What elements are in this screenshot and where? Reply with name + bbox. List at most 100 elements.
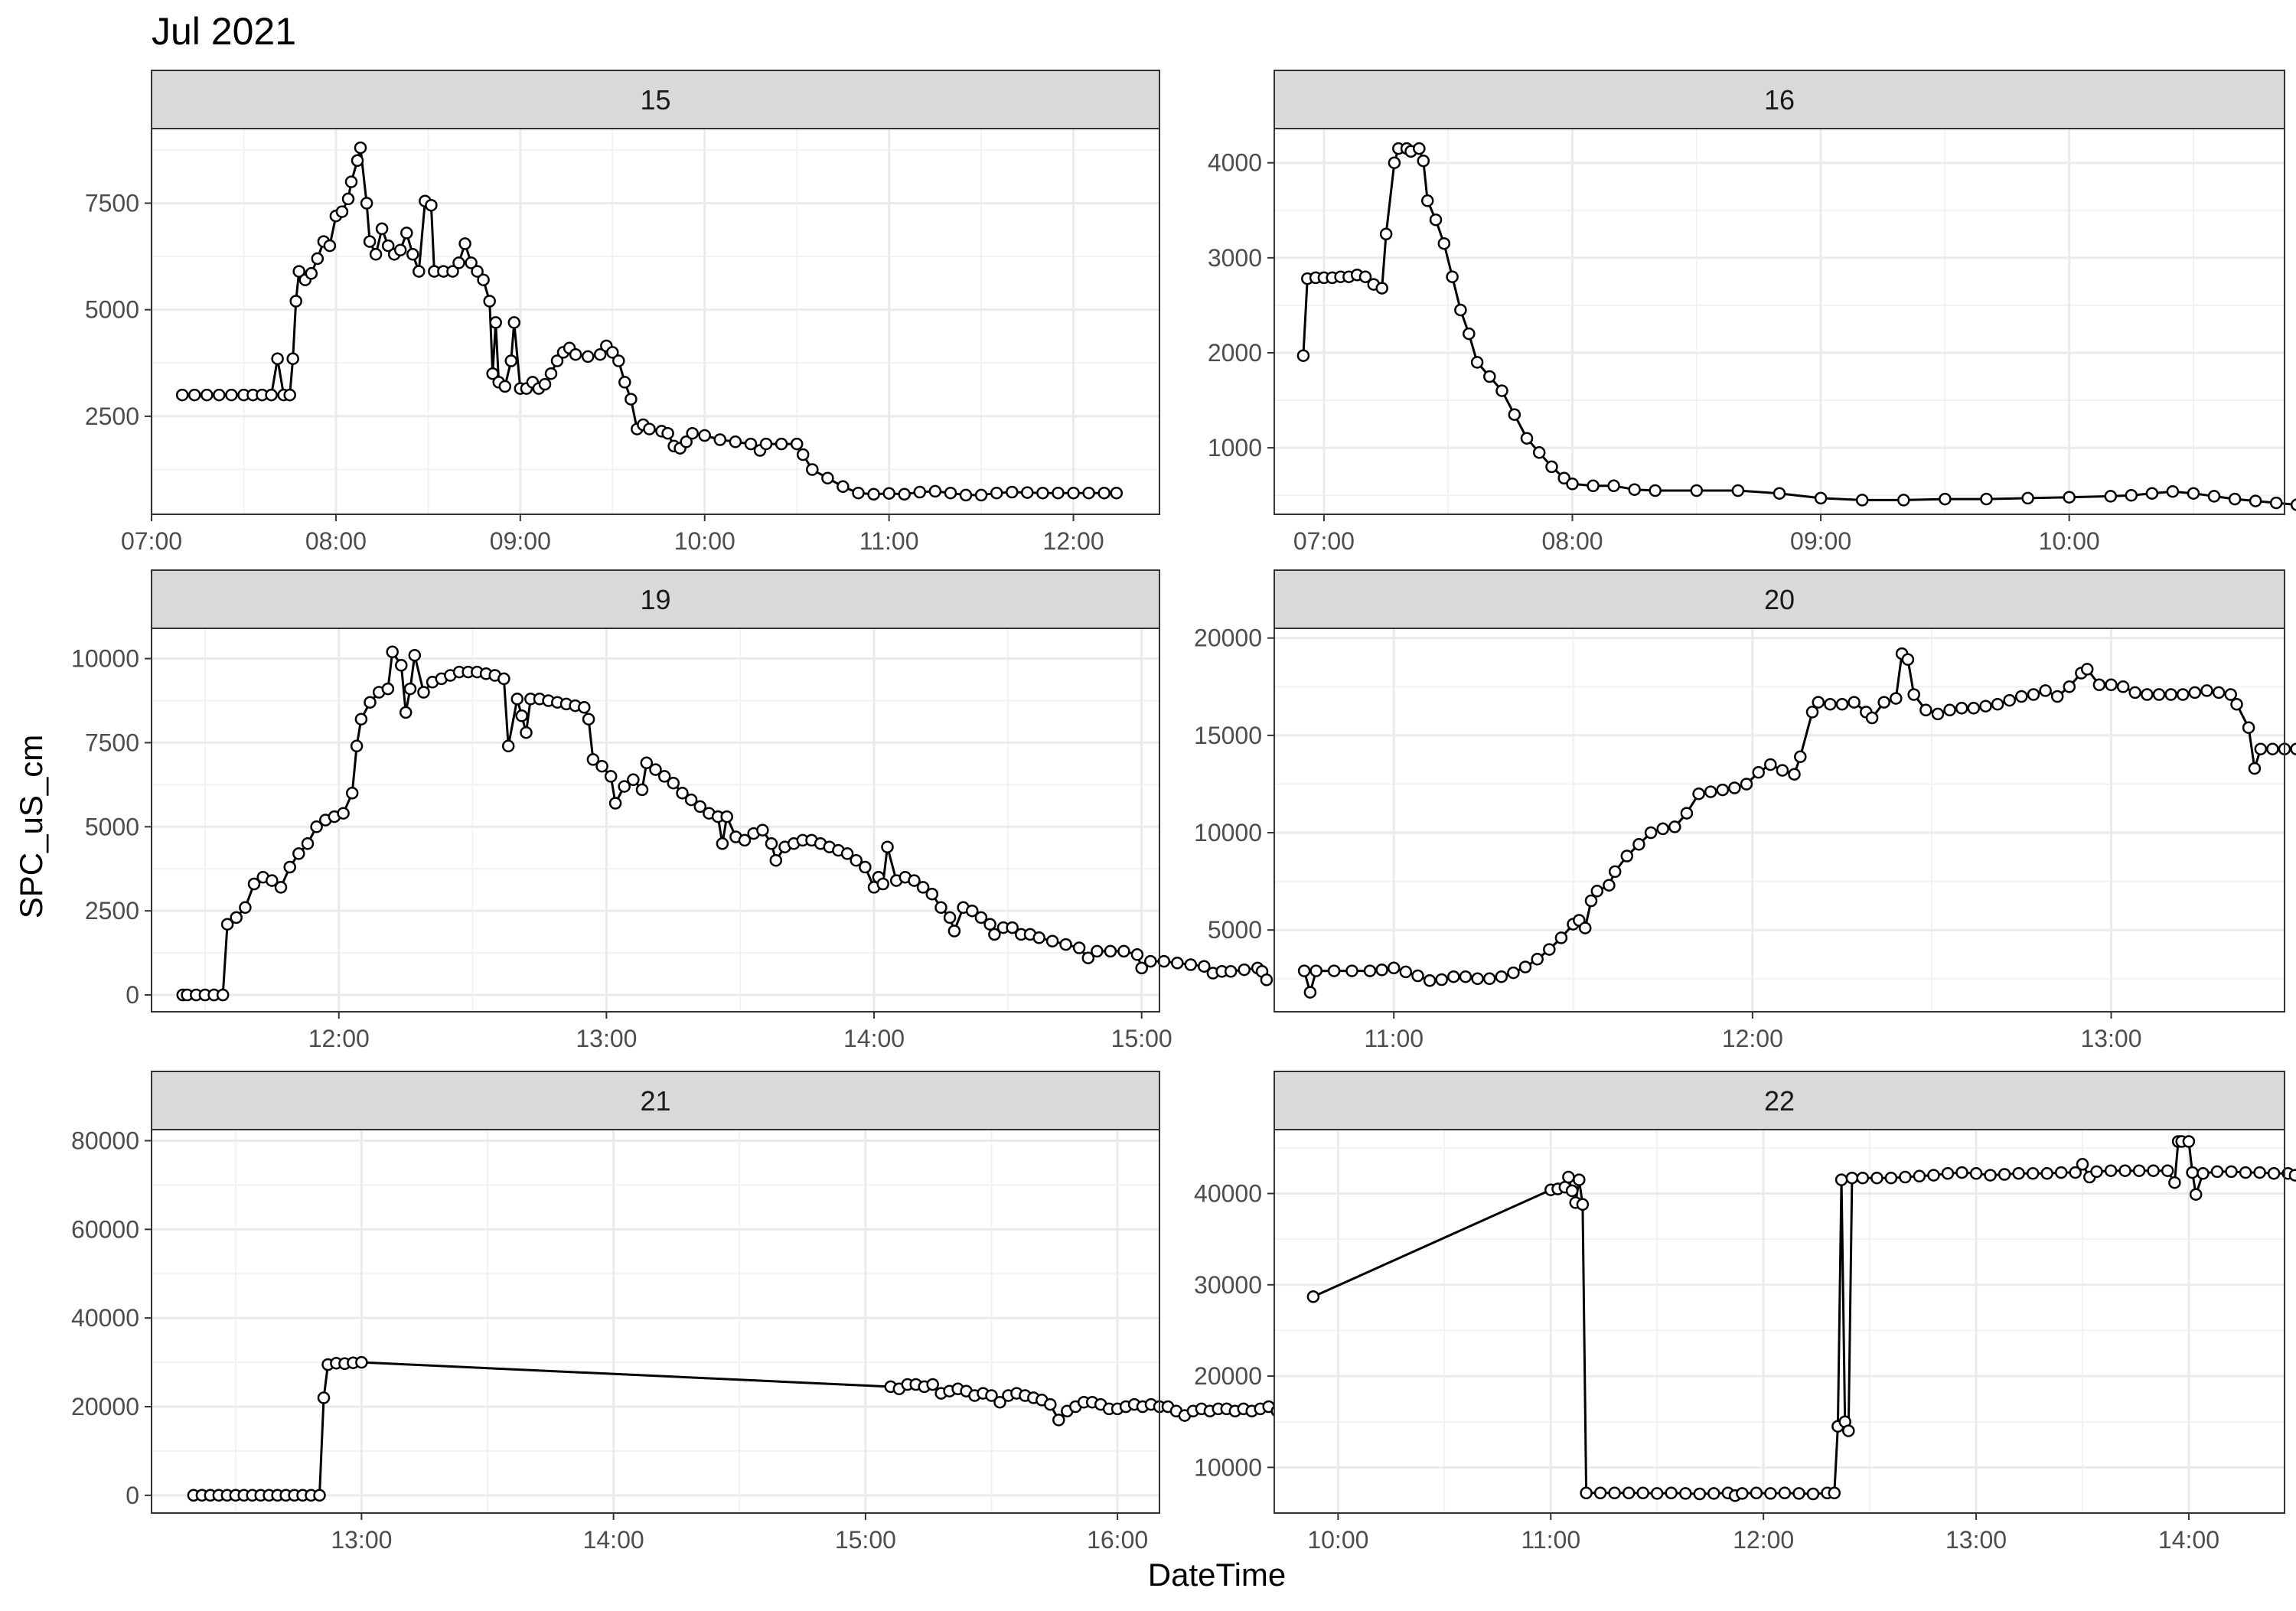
- data-point: [345, 787, 359, 800]
- data-point: [2026, 1167, 2040, 1180]
- data-point: [1603, 879, 1616, 892]
- facet-panel-21: 21 13:00 14:00 15:00 16:00 0 20000 40000 60000 80…: [71, 1071, 1737, 1554]
- data-point: [744, 437, 758, 451]
- data-point: [1649, 484, 1662, 497]
- facet-panel-16: 16 07:00 08:00 09:00 10:00 1000 2000 3000 4000: [1208, 70, 2296, 555]
- data-point: [1532, 446, 1546, 459]
- data-point: [2164, 688, 2177, 701]
- data-point: [286, 352, 299, 365]
- data-point: [399, 706, 413, 719]
- data-point: [1413, 142, 1426, 155]
- plot-background: [1274, 1130, 2285, 1513]
- facet-panel-19: 19 12:00 13:00 14:00 15:00 0 2500 5000 7500 10000: [71, 569, 1274, 1052]
- data-point: [2290, 742, 2296, 755]
- data-point: [2104, 490, 2118, 503]
- x-tick-label: 13:00: [2080, 1025, 2141, 1052]
- data-point: [1387, 961, 1401, 975]
- data-point: [239, 901, 252, 915]
- data-point: [993, 1395, 1006, 1409]
- data-point: [649, 763, 662, 776]
- data-point: [386, 645, 399, 659]
- panel-border: [1274, 628, 2285, 1013]
- data-point: [1806, 1487, 1820, 1501]
- data-point: [2069, 1166, 2082, 1179]
- data-point: [1411, 969, 1424, 983]
- data-point: [1135, 961, 1148, 975]
- data-point: [2147, 1164, 2160, 1177]
- data-point: [363, 235, 377, 248]
- data-point: [881, 840, 894, 853]
- data-point: [1707, 1487, 1720, 1500]
- data-point: [790, 437, 804, 451]
- data-point: [1890, 692, 1903, 705]
- data-point: [489, 316, 502, 329]
- data-point: [335, 205, 349, 218]
- x-tick-label: 08:00: [305, 527, 367, 555]
- data-point: [1668, 820, 1681, 833]
- data-point: [1435, 973, 1448, 986]
- data-point: [2200, 684, 2213, 697]
- data-point: [867, 488, 880, 501]
- data-point: [452, 256, 465, 269]
- facet-strip-label: 21: [640, 1085, 670, 1117]
- x-tick-label: 12:00: [1043, 527, 1104, 555]
- data-point: [323, 239, 337, 253]
- x-tick-label: 12:00: [308, 1025, 370, 1052]
- data-point: [1736, 1487, 1749, 1500]
- data-point: [1620, 850, 1634, 863]
- data-point: [1587, 479, 1600, 493]
- data-point: [625, 393, 638, 406]
- data-point: [985, 1389, 998, 1402]
- data-point: [720, 810, 733, 823]
- data-point: [959, 488, 973, 502]
- data-point: [1752, 765, 1765, 779]
- data-point: [1379, 227, 1393, 241]
- x-tick-label: 07:00: [121, 527, 182, 555]
- data-point: [2027, 688, 2040, 701]
- data-point: [1306, 1290, 1320, 1303]
- data-point: [1693, 1487, 1707, 1501]
- y-tick-label: 0: [126, 1482, 139, 1509]
- data-point: [247, 877, 261, 891]
- data-point: [313, 1489, 326, 1502]
- data-point: [990, 486, 1003, 500]
- data-point: [928, 484, 942, 498]
- y-tick-label: 20000: [71, 1393, 139, 1420]
- data-point: [406, 248, 419, 261]
- y-tick-label: 10000: [1194, 819, 1262, 846]
- data-point: [569, 347, 582, 361]
- data-point: [1778, 1486, 1792, 1500]
- data-point: [837, 480, 850, 494]
- data-point: [1036, 486, 1049, 500]
- data-point: [1454, 303, 1467, 317]
- data-point: [1097, 486, 1110, 500]
- data-point: [2141, 688, 2154, 701]
- data-point: [1072, 941, 1086, 954]
- y-tick-label: 7500: [85, 729, 139, 756]
- x-tick-label: 14:00: [2158, 1526, 2219, 1554]
- data-point: [1562, 1170, 1575, 1184]
- data-point: [840, 847, 854, 860]
- data-point: [2224, 688, 2237, 701]
- data-point: [2076, 1158, 2089, 1171]
- facet-strip: [151, 1071, 1160, 1130]
- x-tick-label: 08:00: [1541, 527, 1603, 555]
- data-point: [230, 911, 243, 925]
- data-point: [225, 388, 238, 402]
- y-tick-label: 2500: [85, 403, 139, 430]
- data-point: [1680, 807, 1694, 820]
- data-point: [1593, 1486, 1607, 1500]
- data-point: [2230, 697, 2243, 711]
- data-point: [1984, 1169, 1997, 1182]
- data-point: [360, 197, 373, 210]
- data-point: [2186, 1166, 2199, 1179]
- data-point: [393, 243, 407, 256]
- data-point: [2166, 484, 2180, 498]
- data-point: [1420, 194, 1434, 207]
- data-point: [1776, 764, 1789, 777]
- data-point: [1731, 484, 1745, 497]
- data-point: [2290, 498, 2296, 511]
- x-axis-title: DateTime: [1148, 1557, 1287, 1593]
- facet-strip-label: 16: [1764, 84, 1795, 116]
- data-point: [859, 860, 872, 874]
